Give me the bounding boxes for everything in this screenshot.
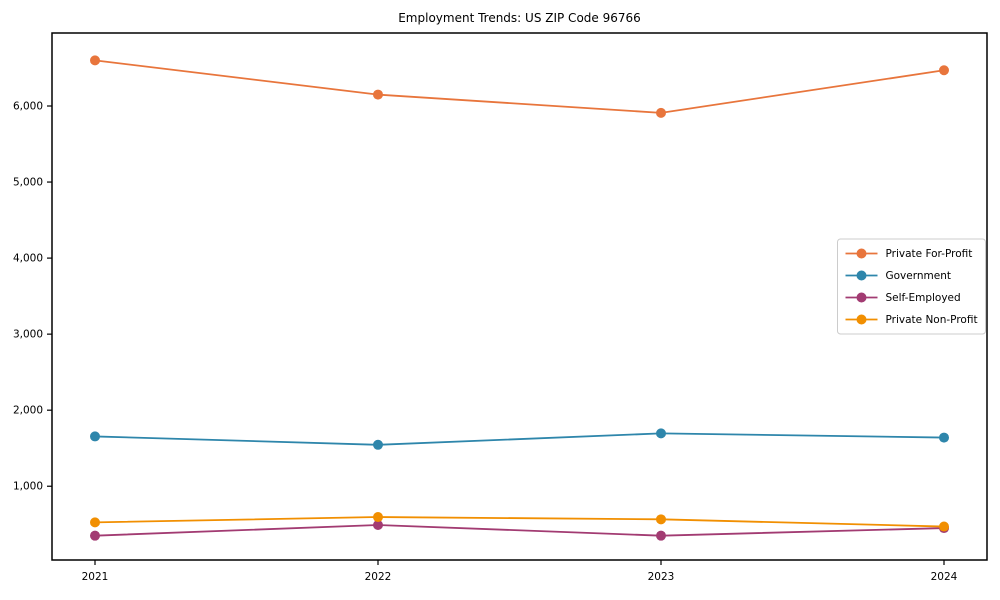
- data-point: [373, 512, 383, 523]
- data-point: [373, 520, 383, 531]
- legend-label: Private Non-Profit: [886, 314, 978, 326]
- data-point: [656, 107, 666, 118]
- data-point: [90, 431, 100, 442]
- data-point: [939, 432, 949, 443]
- legend-marker: [856, 314, 867, 325]
- x-tick-label: 2022: [365, 571, 392, 583]
- data-point: [939, 521, 949, 532]
- legend-box: [837, 238, 986, 335]
- legend-label: Private For-Profit: [886, 248, 973, 260]
- x-tick-label: 2024: [931, 571, 958, 583]
- legend-label: Government: [886, 270, 951, 282]
- legend-label: Self-Employed: [886, 292, 961, 304]
- data-point: [90, 55, 100, 66]
- y-tick-label: 1,000: [13, 481, 43, 493]
- series-line: [94, 524, 945, 537]
- legend-marker: [856, 248, 867, 259]
- x-tick-label: 2023: [648, 571, 675, 583]
- legend-marker: [856, 270, 867, 281]
- data-point: [656, 428, 666, 439]
- series-line: [94, 59, 945, 114]
- data-point: [939, 65, 949, 76]
- data-point: [373, 89, 383, 100]
- legend-marker: [856, 292, 867, 303]
- data-point: [656, 514, 666, 525]
- chart-title: Employment Trends: US ZIP Code 96766: [398, 11, 641, 25]
- y-tick-label: 2,000: [13, 405, 43, 417]
- data-point: [373, 439, 383, 450]
- data-point: [90, 530, 100, 541]
- x-tick-label: 2021: [82, 571, 109, 583]
- series-line: [94, 432, 945, 446]
- data-point: [90, 517, 100, 528]
- data-point: [656, 530, 666, 541]
- y-tick-label: 6,000: [13, 101, 43, 113]
- y-tick-label: 4,000: [13, 253, 43, 265]
- series-line: [94, 516, 945, 528]
- plot-frame: [51, 32, 988, 561]
- y-tick-label: 5,000: [13, 177, 43, 189]
- y-tick-label: 3,000: [13, 329, 43, 341]
